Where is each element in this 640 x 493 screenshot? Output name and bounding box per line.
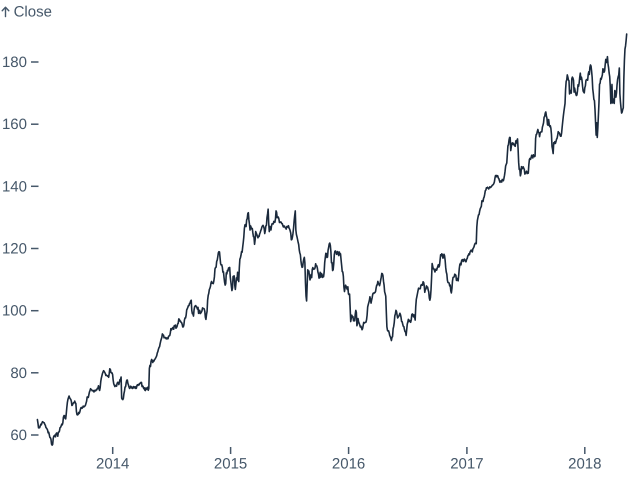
svg-text:2014: 2014: [96, 456, 129, 473]
svg-text:2015: 2015: [214, 456, 247, 473]
svg-text:100: 100: [2, 303, 27, 320]
svg-text:160: 160: [2, 116, 27, 133]
svg-text:180: 180: [2, 54, 27, 71]
svg-text:60: 60: [10, 427, 27, 444]
svg-text:80: 80: [10, 365, 27, 382]
svg-text:120: 120: [2, 241, 27, 258]
svg-text:2018: 2018: [568, 456, 601, 473]
svg-text:Close: Close: [14, 4, 52, 21]
svg-text:140: 140: [2, 178, 27, 195]
svg-text:2016: 2016: [332, 456, 365, 473]
svg-text:2017: 2017: [450, 456, 483, 473]
